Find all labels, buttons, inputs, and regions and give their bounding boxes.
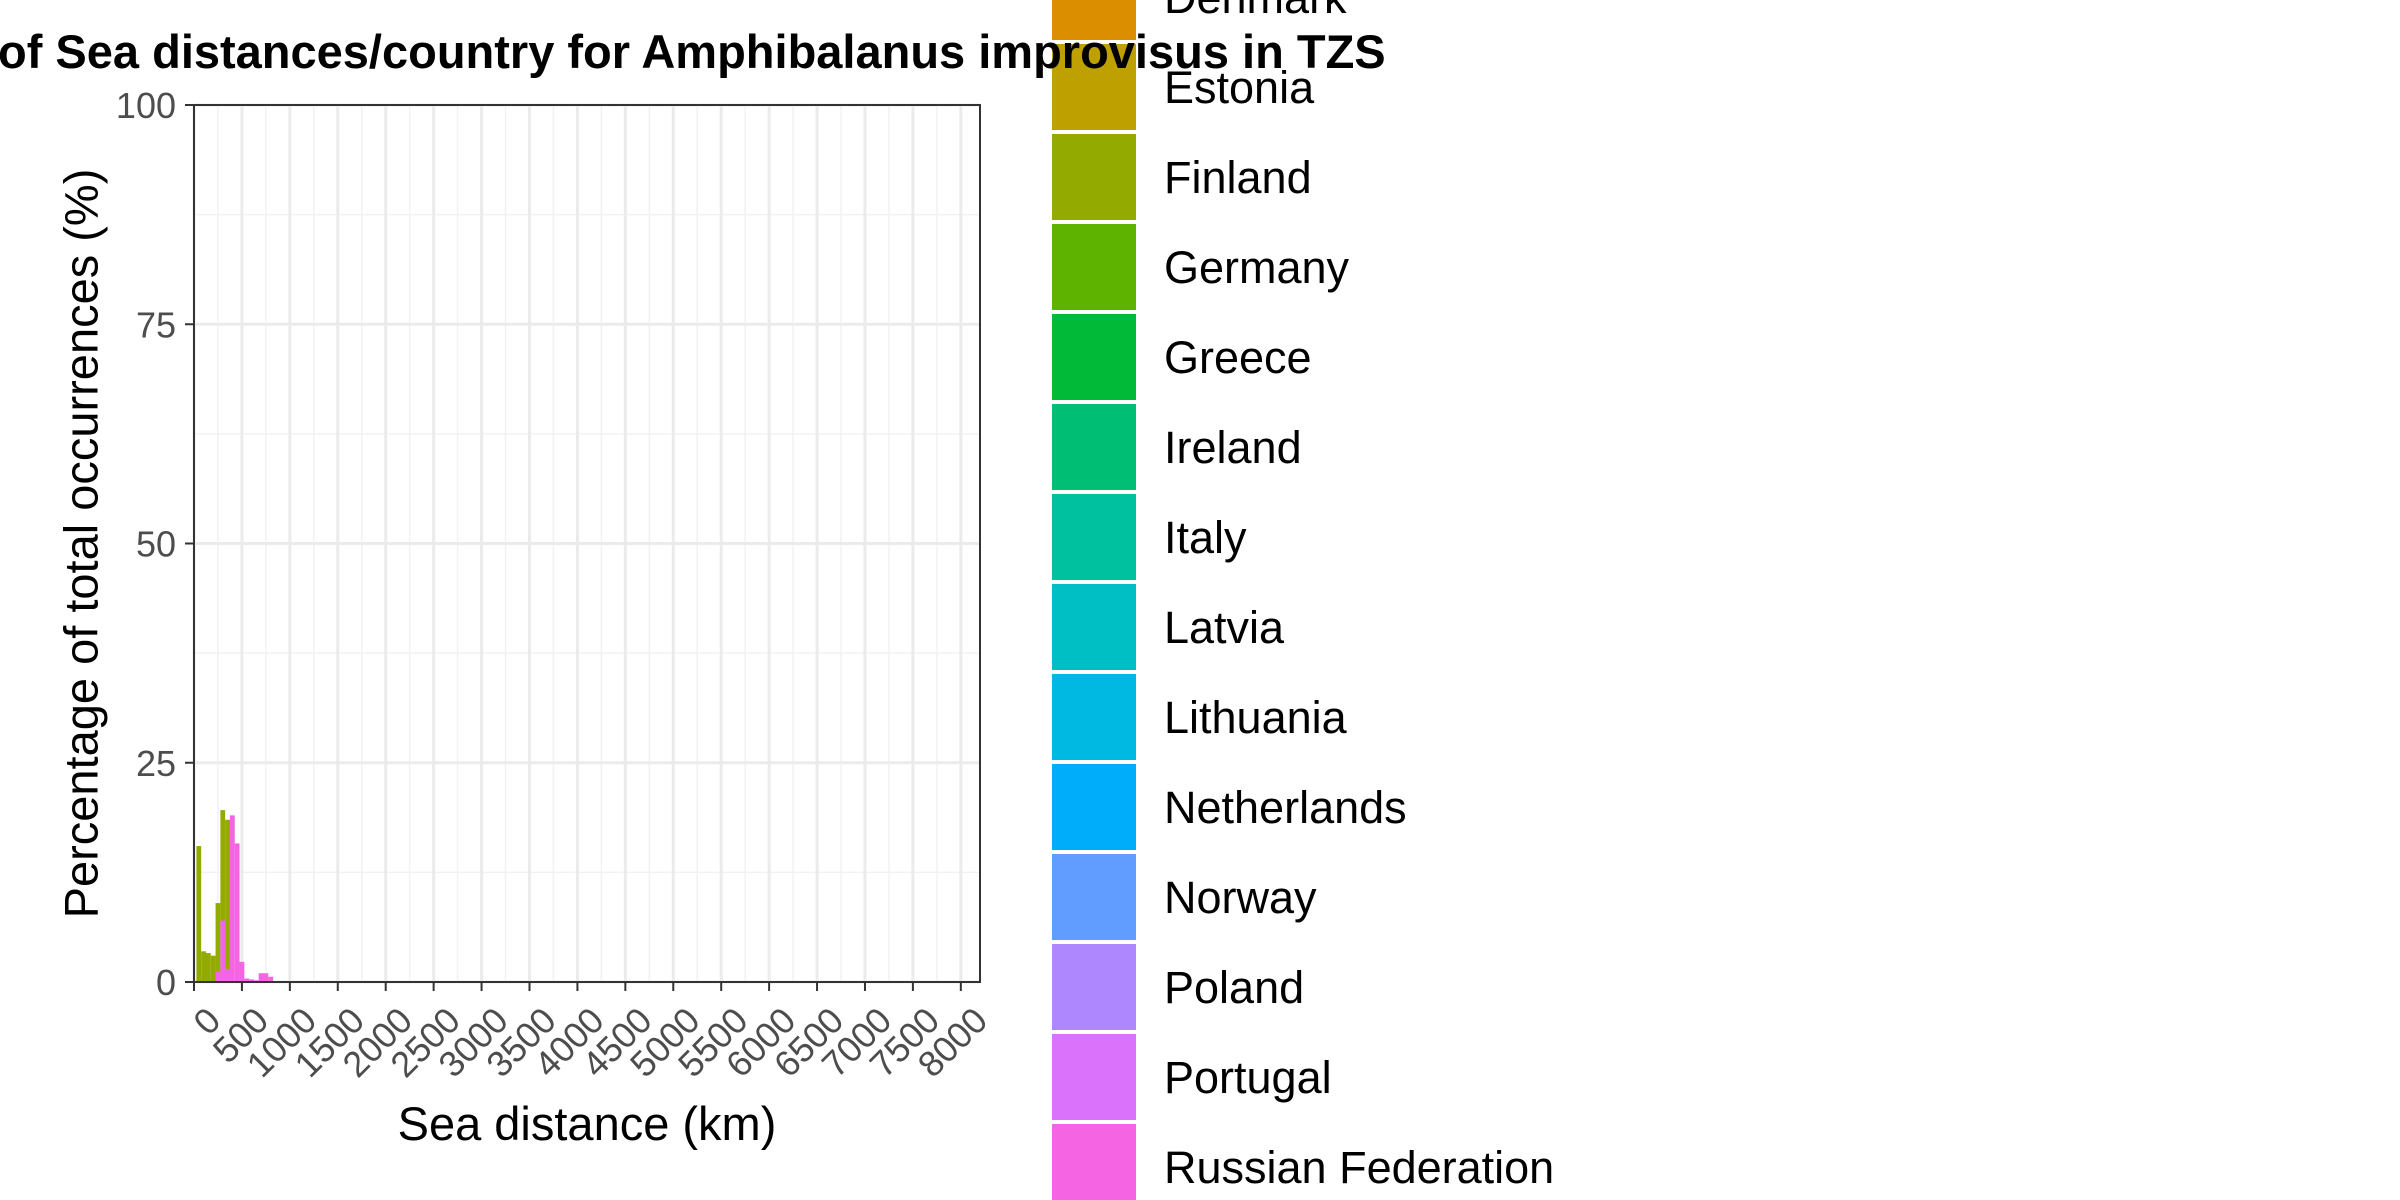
legend-label-finland: Finland [1164,152,1312,203]
legend-label-netherlands: Netherlands [1164,782,1407,833]
legend-label-lithuania: Lithuania [1164,692,1348,743]
y-tick-label: 0 [156,962,176,1003]
bar-finland [220,810,226,982]
legend-label-ireland: Ireland [1164,422,1302,473]
bar-finland [215,903,221,982]
bar-finland [225,819,230,982]
y-tick-label: 75 [136,304,176,345]
bar-russian-federation [220,920,226,982]
legend-key-ireland [1052,404,1136,490]
bar-russian-federation [234,843,240,982]
legend-label-italy: Italy [1164,512,1247,563]
bar-russian-federation [225,968,230,982]
legend-key-latvia [1052,584,1136,670]
chart-title: of Sea distances/country for Amphibalanu… [0,25,1386,78]
bar-russian-federation [258,973,264,982]
bar-russian-federation [268,976,274,982]
bar-finland [210,955,216,982]
bar-russian-federation [244,978,250,982]
bar-finland [196,846,202,982]
legend-label-estonia: Estonia [1164,62,1315,113]
y-tick-label: 50 [136,524,176,565]
legend-key-germany [1052,224,1136,310]
bars-group [196,810,274,982]
legend-key-denmark [1052,0,1136,40]
legend-key-greece [1052,314,1136,400]
bar-russian-federation [263,973,269,982]
x-axis-title: Sea distance (km) [398,1097,777,1150]
y-tick-label: 100 [116,85,176,126]
legend-key-lithuania [1052,674,1136,760]
bar-russian-federation [215,971,221,982]
bar-russian-federation [229,815,235,982]
legend-key-italy [1052,494,1136,580]
legend-key-portugal [1052,1034,1136,1120]
legend-label-greece: Greece [1164,332,1312,383]
legend-label-germany: Germany [1164,242,1350,293]
bar-russian-federation [239,961,245,982]
legend-label-poland: Poland [1164,962,1304,1013]
grid-lines [192,103,980,984]
legend-key-poland [1052,944,1136,1030]
legend-key-russian-federation [1052,1124,1136,1200]
legend-label-latvia: Latvia [1164,602,1285,653]
legend-key-estonia [1052,44,1136,130]
legend-label-russian-federation: Russian Federation [1164,1142,1554,1193]
bar-finland [201,951,206,982]
legend: Denmark Estonia Finland Germany Greece Irelan… [1052,0,1554,1200]
legend-key-finland [1052,134,1136,220]
legend-label-norway: Norway [1164,872,1317,923]
bar-finland [205,953,211,982]
y-tick-label: 25 [136,743,176,784]
legend-label-denmark: Denmark [1164,0,1347,23]
legend-label-portugal: Portugal [1164,1052,1332,1103]
y-axis-title: Percentage of total occurrences (%) [54,169,107,919]
bar-russian-federation [249,979,254,982]
legend-key-netherlands [1052,764,1136,850]
legend-key-norway [1052,854,1136,940]
